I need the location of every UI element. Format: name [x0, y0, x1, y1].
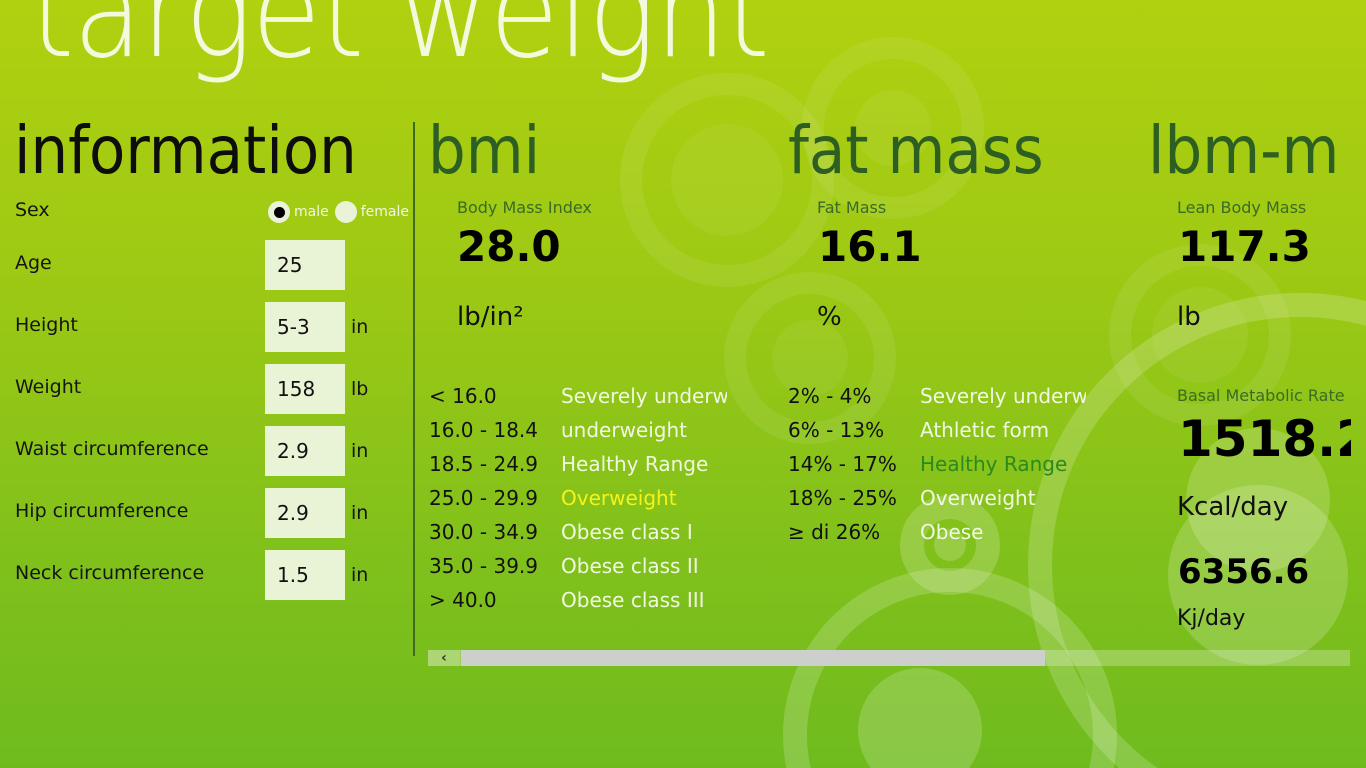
height-row: Height in [15, 302, 415, 352]
female-radio[interactable] [334, 201, 357, 223]
sex-radio-group: male female [268, 201, 411, 223]
lean-body-mass-label: Lean Body Mass [1177, 198, 1307, 217]
weight-label: Weight [15, 376, 82, 398]
range-category: Severely underweight [920, 384, 1086, 408]
range-value: 35.0 - 39.9 [429, 554, 538, 578]
range-category-current: Healthy Range [920, 452, 1068, 476]
scrollbar-thumb[interactable] [461, 650, 1045, 666]
bmr-kcal-unit: Kcal/day [1177, 492, 1289, 522]
range-category: Healthy Range [561, 452, 709, 476]
weight-input[interactable] [265, 364, 345, 414]
range-value: > 40.0 [429, 588, 497, 612]
range-value: < 16.0 [429, 384, 497, 408]
range-category: Overweight [920, 486, 1036, 510]
bmr-kj-unit: Kj/day [1177, 606, 1246, 631]
information-heading: information [14, 112, 357, 189]
fat-mass-label: Fat Mass [817, 198, 887, 217]
range-category: underweight [561, 418, 688, 442]
waist-unit: in [351, 440, 369, 462]
fat-mass-heading: fat mass [788, 112, 1044, 189]
sex-label: Sex [15, 199, 50, 221]
range-category: Severely underweight [561, 384, 727, 408]
bmi-range-row: > 40.0 Obese class III [429, 583, 727, 617]
neck-label: Neck circumference [15, 562, 205, 584]
male-radio[interactable] [268, 201, 290, 223]
bmi-range-row: 30.0 - 34.9 Obese class I [429, 515, 727, 549]
bmi-value: 28.0 [457, 222, 561, 271]
weight-unit: lb [351, 378, 369, 400]
range-value: ≥ di 26% [788, 520, 881, 544]
bmi-range-row: 18.5 - 24.9 Healthy Range [429, 447, 727, 481]
bmi-range-row: 35.0 - 39.9 Obese class II [429, 549, 727, 583]
range-value: 18.5 - 24.9 [429, 452, 538, 476]
horizontal-scrollbar[interactable]: ‹ [428, 650, 1350, 666]
female-radio-label[interactable]: female [360, 204, 409, 220]
lean-body-mass-value: 117.3 [1178, 222, 1311, 271]
age-label: Age [15, 252, 52, 274]
range-value: 14% - 17% [788, 452, 897, 476]
age-input[interactable] [265, 240, 345, 290]
height-input[interactable] [265, 302, 345, 352]
bmi-range-row-highlighted: 25.0 - 29.9 Overweight [429, 481, 727, 515]
range-category: Obese class I [561, 520, 693, 544]
bmi-range-table: < 16.0 Severely underweight 16.0 - 18.4 un… [429, 379, 727, 617]
waist-label: Waist circumference [15, 438, 209, 460]
fat-range-row: 2% - 4% Severely underweight [788, 379, 1086, 413]
range-category-current: Overweight [561, 486, 677, 510]
bmi-heading: bmi [428, 112, 541, 189]
scroll-left-arrow-icon[interactable]: ‹ [428, 650, 460, 666]
app-title: target weight [30, 0, 770, 87]
bmi-unit: lb/in² [457, 302, 524, 332]
bmr-label: Basal Metabolic Rate [1177, 386, 1345, 405]
sex-row: Sex [15, 197, 415, 247]
range-value: 2% - 4% [788, 384, 872, 408]
fat-range-row: 6% - 13% Athletic form [788, 413, 1086, 447]
hip-unit: in [351, 502, 369, 524]
fat-range-table: 2% - 4% Severely underweight 6% - 13% Athl… [788, 379, 1086, 549]
fat-range-row: ≥ di 26% Obese [788, 515, 1086, 549]
section-divider [413, 122, 415, 656]
range-category: Obese class III [561, 588, 705, 612]
bmi-range-row: < 16.0 Severely underweight [429, 379, 727, 413]
range-value: 25.0 - 29.9 [429, 486, 538, 510]
bmi-range-row: 16.0 - 18.4 underweight [429, 413, 727, 447]
hip-input[interactable] [265, 488, 345, 538]
lean-body-mass-unit: lb [1177, 302, 1201, 332]
fat-mass-unit: % [817, 302, 842, 332]
lbm-heading: lbm-m [1148, 112, 1340, 189]
range-value: 16.0 - 18.4 [429, 418, 538, 442]
male-radio-label[interactable]: male [294, 204, 329, 220]
range-category: Obese class II [561, 554, 699, 578]
fat-mass-value: 16.1 [818, 222, 922, 271]
height-label: Height [15, 314, 78, 336]
hip-label: Hip circumference [15, 500, 189, 522]
range-value: 6% - 13% [788, 418, 885, 442]
range-value: 18% - 25% [788, 486, 897, 510]
bmr-kcal-value: 1518.2 [1178, 410, 1351, 468]
hip-row: Hip circumference in [15, 488, 415, 538]
height-unit: in [351, 316, 369, 338]
waist-row: Waist circumference in [15, 426, 415, 476]
fat-range-row-highlighted: 14% - 17% Healthy Range [788, 447, 1086, 481]
lbm-section: lbm-m Lean Body Mass 117.3 lb Basal Meta… [1148, 0, 1351, 768]
radio-selected-dot [273, 206, 285, 218]
bmi-label: Body Mass Index [457, 198, 592, 217]
neck-row: Neck circumference in [15, 550, 415, 600]
fat-range-row: 18% - 25% Overweight [788, 481, 1086, 515]
neck-unit: in [351, 564, 369, 586]
waist-input[interactable] [265, 426, 345, 476]
weight-row: Weight lb [15, 364, 415, 414]
range-value: 30.0 - 34.9 [429, 520, 538, 544]
range-category: Obese [920, 520, 984, 544]
age-row: Age [15, 240, 415, 290]
bmr-kj-value: 6356.6 [1178, 552, 1310, 592]
range-category: Athletic form [920, 418, 1050, 442]
neck-input[interactable] [265, 550, 345, 600]
